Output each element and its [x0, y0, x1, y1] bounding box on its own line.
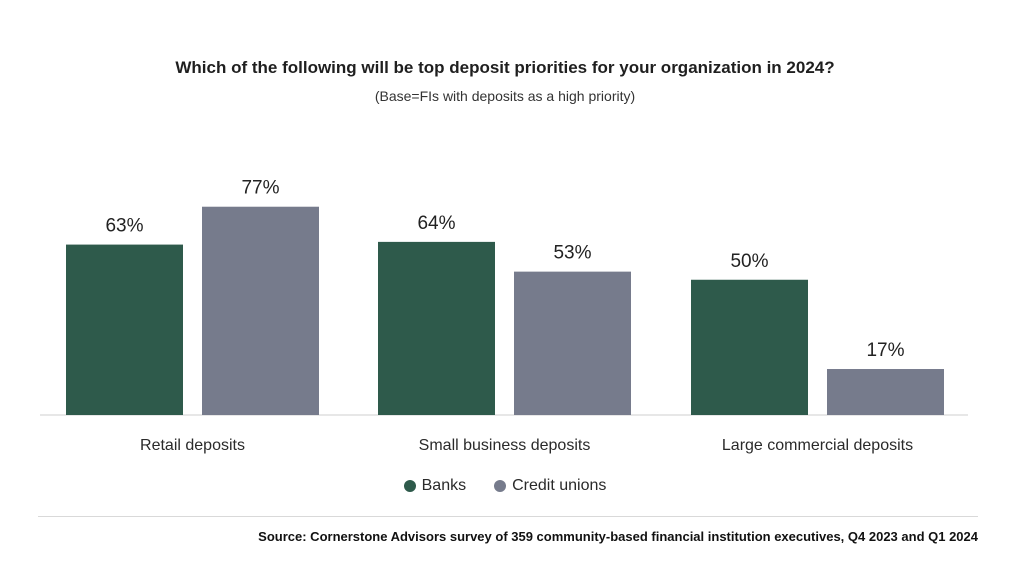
bar-banks-small-business-deposits	[378, 241, 495, 415]
bar-credit-unions-retail-deposits	[202, 206, 319, 415]
legend-label-banks: Banks	[421, 477, 467, 494]
bar-banks-retail-deposits	[66, 244, 183, 415]
category-label-small-business-deposits: Small business deposits	[419, 437, 591, 454]
chart-subtitle: (Base=FIs with deposits as a high priori…	[374, 88, 636, 104]
bar-banks-large-commercial-deposits	[691, 279, 808, 415]
legend-item-credit-unions: Credit unions	[494, 477, 606, 495]
divider	[38, 516, 978, 517]
legend-item-banks: Banks	[403, 477, 467, 495]
category-label-large-commercial-deposits: Large commercial deposits	[722, 437, 913, 454]
data-label-credit-unions-retail-deposits: 77%	[241, 178, 279, 199]
legend-label-credit-unions: Credit unions	[512, 477, 607, 494]
legend-swatch-banks	[403, 480, 416, 492]
bar-credit-unions-large-commercial-deposits	[827, 369, 944, 415]
source-note: Source: Cornerstone Advisors survey of 3…	[258, 529, 978, 544]
bar-chart: 63% 77% Retail deposits 64% 53% Small busines…	[40, 178, 968, 454]
data-label-banks-small-business-deposits: 64%	[417, 213, 455, 234]
data-label-credit-unions-small-business-deposits: 53%	[553, 243, 591, 264]
chart-title: Which of the following will be top depos…	[175, 58, 835, 77]
category-label-retail-deposits: Retail deposits	[140, 437, 245, 454]
data-label-banks-retail-deposits: 63%	[105, 216, 143, 237]
legend: Banks Credit unions	[0, 477, 1010, 495]
data-label-banks-large-commercial-deposits: 50%	[730, 251, 768, 272]
bar-credit-unions-small-business-deposits	[514, 271, 631, 415]
legend-swatch-credit-unions	[494, 480, 507, 492]
data-label-credit-unions-large-commercial-deposits: 17%	[866, 340, 904, 361]
